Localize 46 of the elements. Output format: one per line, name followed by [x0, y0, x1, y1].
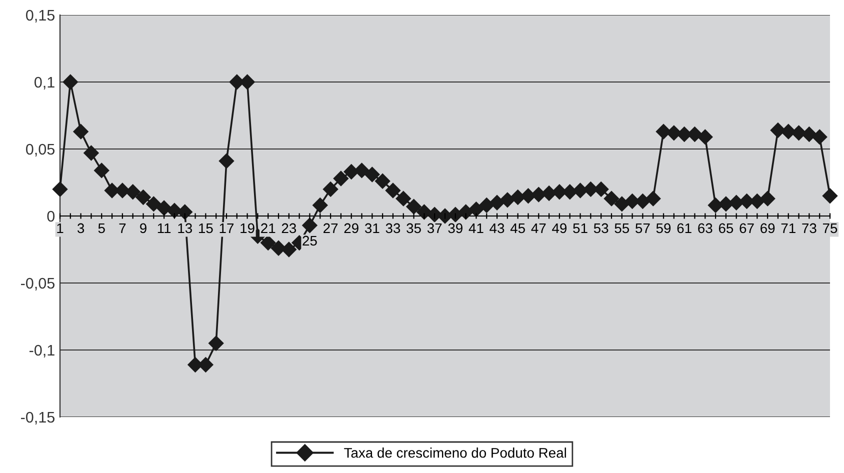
x-tick-label: 7 [119, 223, 126, 234]
x-tick-label: 75 [822, 223, 838, 234]
x-tick-label: 39 [448, 223, 462, 234]
y-tick-label: 0,1 [34, 76, 54, 90]
y-tick-label: -0,05 [21, 278, 54, 290]
x-tick-label: 33 [386, 223, 400, 234]
x-tick-label: 67 [740, 223, 754, 234]
x-tick-label: 15 [199, 223, 213, 234]
legend-label: Taxa de crescimeno do Poduto Real [344, 448, 566, 458]
x-tick-label: 9 [140, 223, 146, 234]
x-tick-label: 65 [718, 223, 734, 234]
x-tick-label: 53 [594, 223, 608, 234]
y-tick-label: -0,1 [29, 344, 54, 358]
y-tick-label: -0,15 [21, 412, 54, 424]
x-tick-label: 17 [220, 223, 234, 234]
x-tick-label: 45 [510, 223, 525, 234]
x-tick-label: 27 [324, 223, 338, 234]
x-tick-label: 61 [677, 223, 692, 234]
x-tick-label: 11 [158, 223, 171, 234]
x-tick-label: 3 [77, 223, 84, 234]
x-tick-label: 71 [781, 223, 796, 234]
y-tick-label: 0,05 [26, 144, 54, 156]
y-tick-label: 0,15 [26, 10, 54, 22]
x-tick-label: 41 [468, 223, 484, 234]
x-tick-label: 37 [427, 223, 442, 234]
x-tick-label: 63 [698, 223, 712, 234]
x-tick-label: 51 [573, 223, 588, 234]
x-tick-label: 25 [302, 236, 317, 246]
x-tick-label: 35 [406, 223, 421, 234]
x-tick-label: 19 [240, 223, 254, 234]
x-tick-label: 29 [344, 223, 358, 234]
x-tick-label: 57 [636, 223, 650, 234]
x-tick-label: 49 [552, 223, 567, 234]
x-tick-label: 23 [282, 223, 296, 234]
x-tick-label: 5 [98, 223, 105, 234]
y-tick-label: 0 [47, 210, 55, 222]
x-tick-label: 1 [57, 223, 64, 234]
x-tick-label: 31 [364, 223, 380, 234]
x-tick-label: 59 [656, 223, 671, 234]
x-tick-label: 55 [614, 223, 630, 234]
x-tick-label: 21 [261, 223, 276, 234]
x-tick-label: 43 [490, 223, 504, 234]
x-tick-label: 73 [802, 223, 816, 234]
x-tick-label: 13 [178, 223, 192, 234]
x-tick-label: 69 [760, 223, 775, 234]
x-tick-label: 47 [531, 223, 546, 234]
